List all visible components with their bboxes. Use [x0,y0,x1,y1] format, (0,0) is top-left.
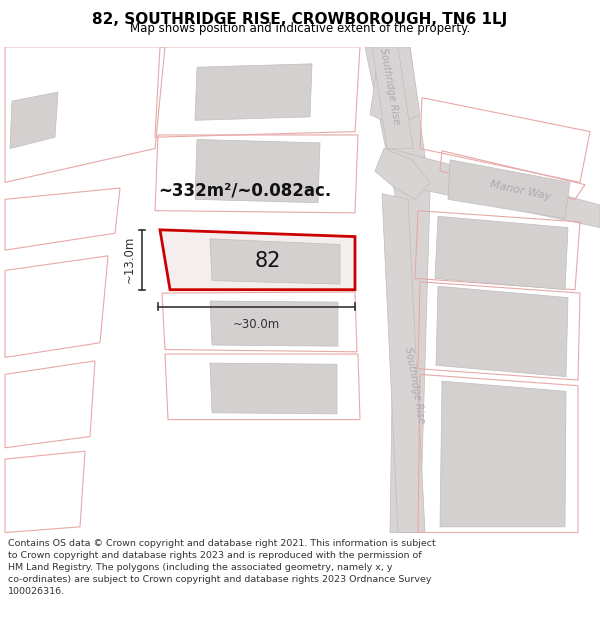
Polygon shape [195,64,312,120]
Text: ~332m²/~0.082ac.: ~332m²/~0.082ac. [158,181,332,199]
Text: ~30.0m: ~30.0m [233,318,280,331]
Polygon shape [372,47,413,149]
Text: Southridge Rise: Southridge Rise [379,48,401,126]
Polygon shape [448,160,570,219]
Polygon shape [365,47,430,532]
Polygon shape [210,239,340,284]
Polygon shape [210,301,338,346]
Text: Contains OS data © Crown copyright and database right 2021. This information is : Contains OS data © Crown copyright and d… [8,539,436,596]
Polygon shape [195,139,320,202]
Text: 82, SOUTHRIDGE RISE, CROWBOROUGH, TN6 1LJ: 82, SOUTHRIDGE RISE, CROWBOROUGH, TN6 1L… [92,12,508,27]
Polygon shape [440,381,566,527]
Text: Map shows position and indicative extent of the property.: Map shows position and indicative extent… [130,22,470,35]
Text: 82: 82 [255,251,281,271]
Text: ~13.0m: ~13.0m [123,236,136,284]
Polygon shape [10,92,58,149]
Polygon shape [375,149,430,199]
Polygon shape [210,363,337,414]
Text: Manor Way: Manor Way [488,179,551,202]
Text: Southridge Rise: Southridge Rise [403,347,427,424]
Polygon shape [382,194,425,532]
Polygon shape [388,149,600,228]
Polygon shape [436,286,568,377]
Polygon shape [435,216,568,290]
Polygon shape [160,230,355,290]
Polygon shape [370,47,420,126]
